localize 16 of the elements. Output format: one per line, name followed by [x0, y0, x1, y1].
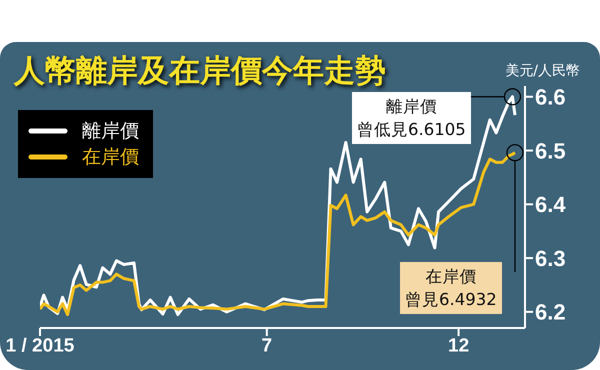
x-tick-label: 12 — [448, 335, 470, 356]
chart-title: 人幣離岸及在岸價今年走勢 — [14, 52, 386, 91]
annotation: 在岸價 — [424, 266, 478, 288]
annotation: 曾見6.4932 — [405, 289, 497, 311]
annotation: 曾低見6.6105 — [357, 119, 466, 141]
legend-label: 離岸價 — [82, 119, 139, 144]
y-tick-label: 6.6 — [535, 84, 566, 110]
legend-label: 在岸價 — [82, 145, 139, 170]
y-tick-label: 6.5 — [535, 138, 566, 164]
y-tick-label: 6.3 — [535, 246, 566, 271]
y-tick-label: 6.2 — [535, 300, 566, 325]
x-tick-label: 1 / 2015 — [6, 335, 75, 356]
annotation: 離岸價 — [384, 96, 438, 118]
x-tick-label: 7 — [262, 335, 272, 356]
y-axis-title: 美元/人民幣 — [505, 62, 580, 80]
y-tick-label: 6.4 — [535, 192, 566, 218]
